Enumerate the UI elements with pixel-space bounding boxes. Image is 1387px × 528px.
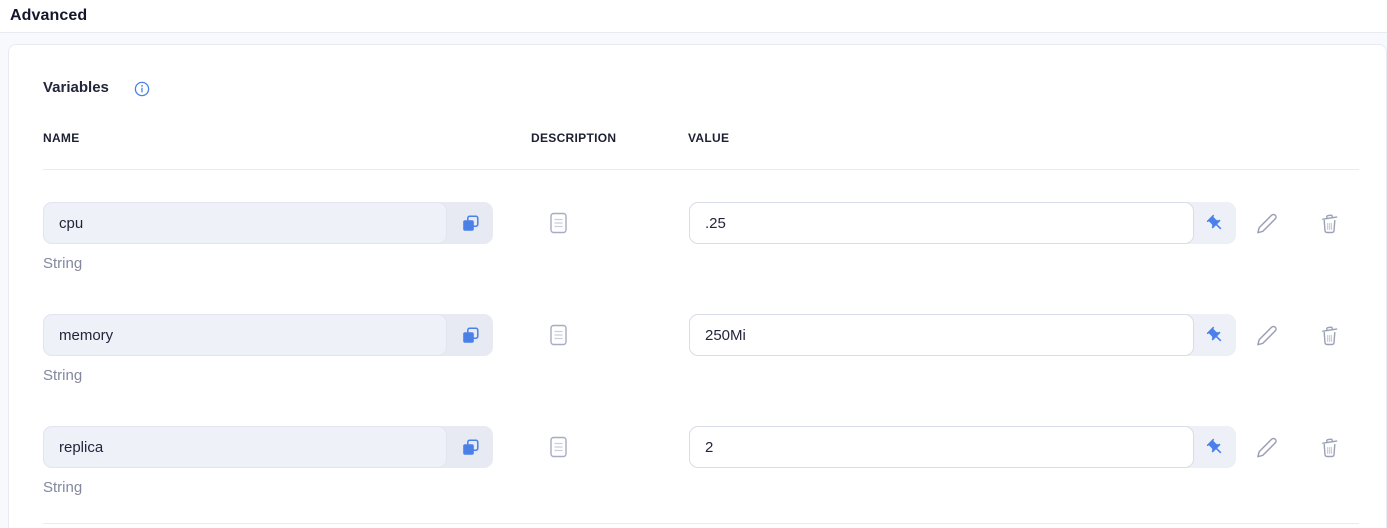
copy-icon bbox=[461, 438, 479, 456]
variable-value-field-group bbox=[689, 314, 1236, 356]
section-bottom-divider bbox=[43, 523, 1359, 524]
column-header-name: NAME bbox=[43, 131, 80, 145]
pushpin-icon bbox=[1205, 325, 1225, 345]
description-button[interactable] bbox=[545, 314, 571, 356]
column-header-value: VALUE bbox=[688, 131, 730, 145]
copy-name-button[interactable] bbox=[447, 202, 493, 244]
table-header-divider bbox=[43, 169, 1359, 170]
pin-value-button[interactable] bbox=[1194, 202, 1236, 244]
variables-info-button[interactable] bbox=[133, 80, 151, 98]
pushpin-icon bbox=[1205, 213, 1225, 233]
trash-icon bbox=[1319, 324, 1340, 346]
trash-icon bbox=[1319, 212, 1340, 234]
variable-name-input[interactable] bbox=[43, 202, 447, 244]
pencil-icon bbox=[1256, 436, 1278, 459]
copy-name-button[interactable] bbox=[447, 314, 493, 356]
note-icon bbox=[549, 212, 567, 234]
variable-row: String bbox=[9, 314, 1386, 394]
variable-row: String bbox=[9, 426, 1386, 506]
variable-name-input[interactable] bbox=[43, 314, 447, 356]
pin-value-button[interactable] bbox=[1194, 314, 1236, 356]
pencil-icon bbox=[1256, 324, 1278, 347]
edit-variable-button[interactable] bbox=[1253, 202, 1281, 244]
copy-icon bbox=[461, 214, 479, 232]
copy-name-button[interactable] bbox=[447, 426, 493, 468]
section-title: Variables bbox=[43, 79, 109, 96]
variable-type-label: String bbox=[43, 367, 83, 384]
pin-value-button[interactable] bbox=[1194, 426, 1236, 468]
variables-card: Variables NAME DESCRIPTION VALUE bbox=[8, 44, 1387, 528]
description-button[interactable] bbox=[545, 202, 571, 244]
variable-value-input[interactable] bbox=[689, 314, 1194, 356]
variable-name-field-group bbox=[43, 202, 493, 244]
note-icon bbox=[549, 436, 567, 458]
variable-type-label: String bbox=[43, 479, 83, 496]
variable-value-field-group bbox=[689, 426, 1236, 468]
variable-row: String bbox=[9, 202, 1386, 282]
delete-variable-button[interactable] bbox=[1315, 426, 1343, 468]
pushpin-icon bbox=[1205, 437, 1225, 457]
note-icon bbox=[549, 324, 567, 346]
variable-name-input[interactable] bbox=[43, 426, 447, 468]
delete-variable-button[interactable] bbox=[1315, 314, 1343, 356]
edit-variable-button[interactable] bbox=[1253, 426, 1281, 468]
variable-name-field-group bbox=[43, 314, 493, 356]
trash-icon bbox=[1319, 436, 1340, 458]
description-button[interactable] bbox=[545, 426, 571, 468]
pencil-icon bbox=[1256, 212, 1278, 235]
page-title: Advanced bbox=[10, 7, 88, 24]
edit-variable-button[interactable] bbox=[1253, 314, 1281, 356]
variable-value-input[interactable] bbox=[689, 426, 1194, 468]
variable-value-field-group bbox=[689, 202, 1236, 244]
variable-value-input[interactable] bbox=[689, 202, 1194, 244]
variable-name-field-group bbox=[43, 426, 493, 468]
copy-icon bbox=[461, 326, 479, 344]
variable-type-label: String bbox=[43, 255, 83, 272]
page-header: Advanced bbox=[0, 0, 1387, 33]
delete-variable-button[interactable] bbox=[1315, 202, 1343, 244]
info-icon bbox=[134, 81, 150, 97]
column-header-description: DESCRIPTION bbox=[531, 131, 617, 145]
